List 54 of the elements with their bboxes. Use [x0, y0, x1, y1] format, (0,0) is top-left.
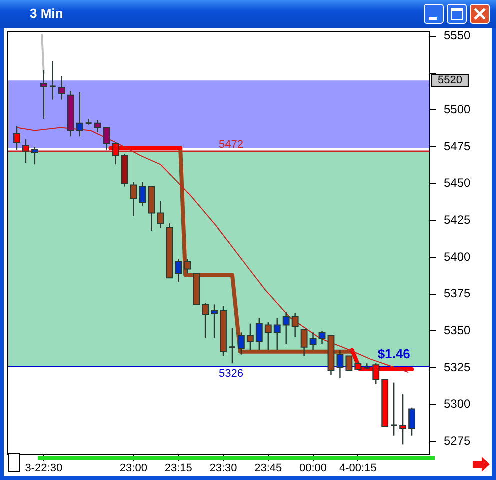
candlestick: [400, 394, 407, 446]
candlestick: [139, 182, 146, 207]
x-tick-label: 23:15: [164, 462, 192, 475]
x-tick-label: 4-00:15: [340, 462, 377, 475]
y-tick-label: 5350: [444, 324, 472, 338]
candlestick: [408, 407, 416, 436]
x-tick-label: 00:00: [300, 462, 328, 475]
candlestick: [346, 356, 353, 372]
candlestick: [22, 138, 30, 164]
y-tick-label: 5475: [444, 139, 472, 154]
x-tick-label: 23:00: [120, 462, 148, 475]
candlestick: [336, 350, 344, 379]
candlestick: [85, 118, 93, 126]
y-tick-label: 5300: [444, 397, 472, 412]
candlestick: [292, 312, 299, 338]
ref-line-label: 5472: [219, 138, 244, 151]
x-tick-label: 23:45: [254, 462, 282, 475]
candlestick: [184, 258, 192, 274]
candlestick: [318, 330, 326, 346]
candlestick: [130, 182, 138, 217]
annotation: 5520: [438, 74, 462, 87]
candlestick: [49, 60, 57, 100]
y-tick-label: 5375: [444, 286, 472, 301]
candlestick: [103, 127, 110, 151]
candlestick: [282, 311, 290, 346]
y-tick-label: 5325: [444, 360, 472, 374]
candlestick: [14, 126, 20, 151]
candlestick: [157, 200, 164, 229]
candlestick: [246, 323, 254, 351]
candlestick: [58, 76, 66, 100]
y-tick-label: 5500: [444, 102, 472, 116]
candlestick: [31, 146, 38, 166]
y-tick-label: 5425: [444, 212, 472, 227]
candlestick: [76, 92, 84, 138]
candlestick: [264, 322, 272, 351]
candlestick: [94, 120, 102, 133]
chart-title: 3 Min: [30, 6, 64, 21]
candlestick: [211, 304, 218, 340]
candlestick: [238, 332, 245, 356]
x-tick-label: 3-22:30: [25, 462, 63, 475]
x-tick-label: 23:30: [210, 462, 238, 475]
y-tick-label: 5400: [444, 250, 472, 264]
candlestick: [175, 258, 182, 284]
candlestick: [228, 328, 236, 364]
candlestick: [310, 332, 317, 351]
candlestick: [274, 317, 281, 351]
y-tick-label: 5275: [444, 434, 472, 448]
y-tick-label: 5550: [444, 28, 472, 43]
annotation: $1.46: [378, 346, 410, 362]
candlestick: [202, 302, 209, 340]
candlestick: [256, 317, 263, 351]
ref-line-label: 5326: [219, 368, 244, 380]
y-tick-label: 5450: [444, 176, 472, 190]
candlestick: [390, 382, 398, 436]
